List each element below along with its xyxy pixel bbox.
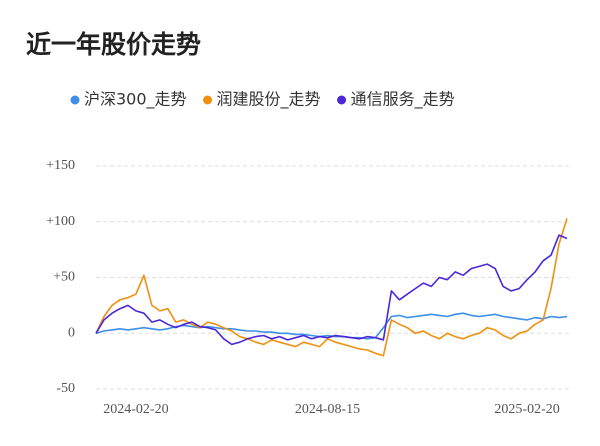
chart-title: 近一年股价走势	[26, 30, 201, 59]
legend-label: 沪深300_走势	[84, 90, 187, 110]
line-series	[95, 218, 568, 357]
y-tick-label: 0	[68, 325, 75, 340]
y-tick-label: +50	[53, 270, 75, 285]
x-tick-label: 2025-02-20	[494, 402, 559, 417]
legend-marker	[337, 95, 347, 105]
line-series	[95, 234, 568, 346]
y-tick-label: -50	[56, 381, 75, 396]
y-tick-label: +100	[46, 214, 75, 229]
x-tick-label: 2024-02-20	[103, 402, 168, 417]
y-tick-label: +150	[46, 158, 75, 173]
line-series	[95, 312, 568, 340]
legend-label: 润建股份_走势	[217, 90, 321, 110]
legend-marker	[70, 95, 80, 105]
legend-label: 通信服务_走势	[351, 90, 455, 110]
legend-marker	[203, 95, 213, 105]
x-tick-label: 2024-08-15	[295, 402, 360, 417]
